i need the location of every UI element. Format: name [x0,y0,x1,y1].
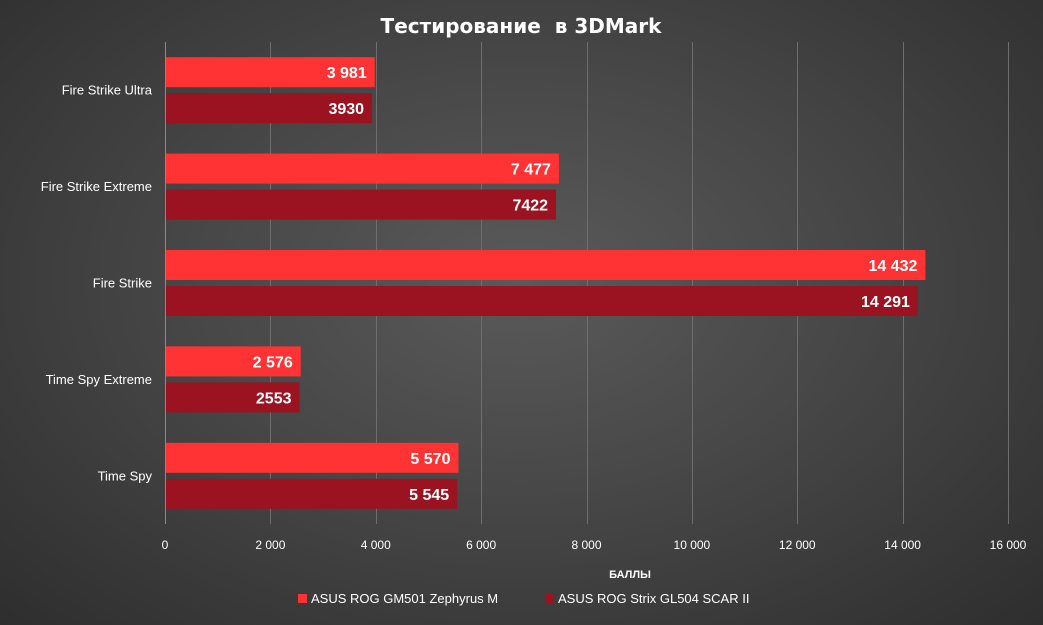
x-tick-label: 2 000 [255,538,285,552]
legend-label: ASUS ROG Strix GL504 SCAR II [558,591,749,606]
x-tick-label: 16 000 [990,538,1027,552]
x-tick-label: 8 000 [571,538,601,552]
data-label: 14 291 [861,294,910,311]
bars [166,57,926,509]
bar [166,478,458,509]
x-tick-label: 12 000 [779,538,816,552]
chart-title: Тестирование в 3DMark [381,14,663,38]
bar [166,382,300,413]
x-tick-label: 4 000 [361,538,391,552]
bar [166,286,918,316]
category-label: Fire Strike Extreme [41,179,152,194]
category-label: Time Spy Extreme [46,372,152,387]
data-label: 2 576 [253,354,293,371]
x-axis-title: БАЛЛЫ [609,569,651,581]
legend-swatch [545,594,554,603]
legend: ASUS ROG GM501 Zephyrus M ASUS ROG Strix … [298,591,749,606]
x-tick-label: 14 000 [884,538,921,552]
data-label: 5 545 [409,487,449,504]
data-label: 2553 [256,390,292,407]
bar [166,442,459,473]
data-labels: 3 981 3930 7 477 7422 14 432 14 291 2 576 2553 5… [253,65,918,504]
category-label: Fire Strike [93,276,152,291]
x-tick-label: 0 [162,538,169,552]
bar [166,250,926,280]
bar [166,189,557,220]
x-tick-label: 6 000 [466,538,496,552]
x-axis-ticks: 0 2 000 4 000 6 000 8 000 10 000 12 000 14 000 1… [162,538,1027,552]
data-label: 5 570 [410,451,450,468]
legend-swatch [298,594,307,603]
category-label: Fire Strike Ultra [62,83,153,98]
y-axis-categories: Fire Strike Ultra Fire Strike Extreme Fire… [41,83,153,484]
bar [166,346,301,377]
bar [166,57,375,88]
data-label: 3930 [328,101,364,118]
data-label: 7422 [512,198,548,215]
bar [166,153,559,184]
category-label: Time Spy [98,468,153,483]
x-tick-label: 10 000 [674,538,711,552]
data-label: 3 981 [327,65,367,82]
data-label: 7 477 [511,162,551,179]
data-label: 14 432 [868,258,917,275]
bar [166,93,373,124]
legend-label: ASUS ROG GM501 Zephyrus M [311,591,498,606]
